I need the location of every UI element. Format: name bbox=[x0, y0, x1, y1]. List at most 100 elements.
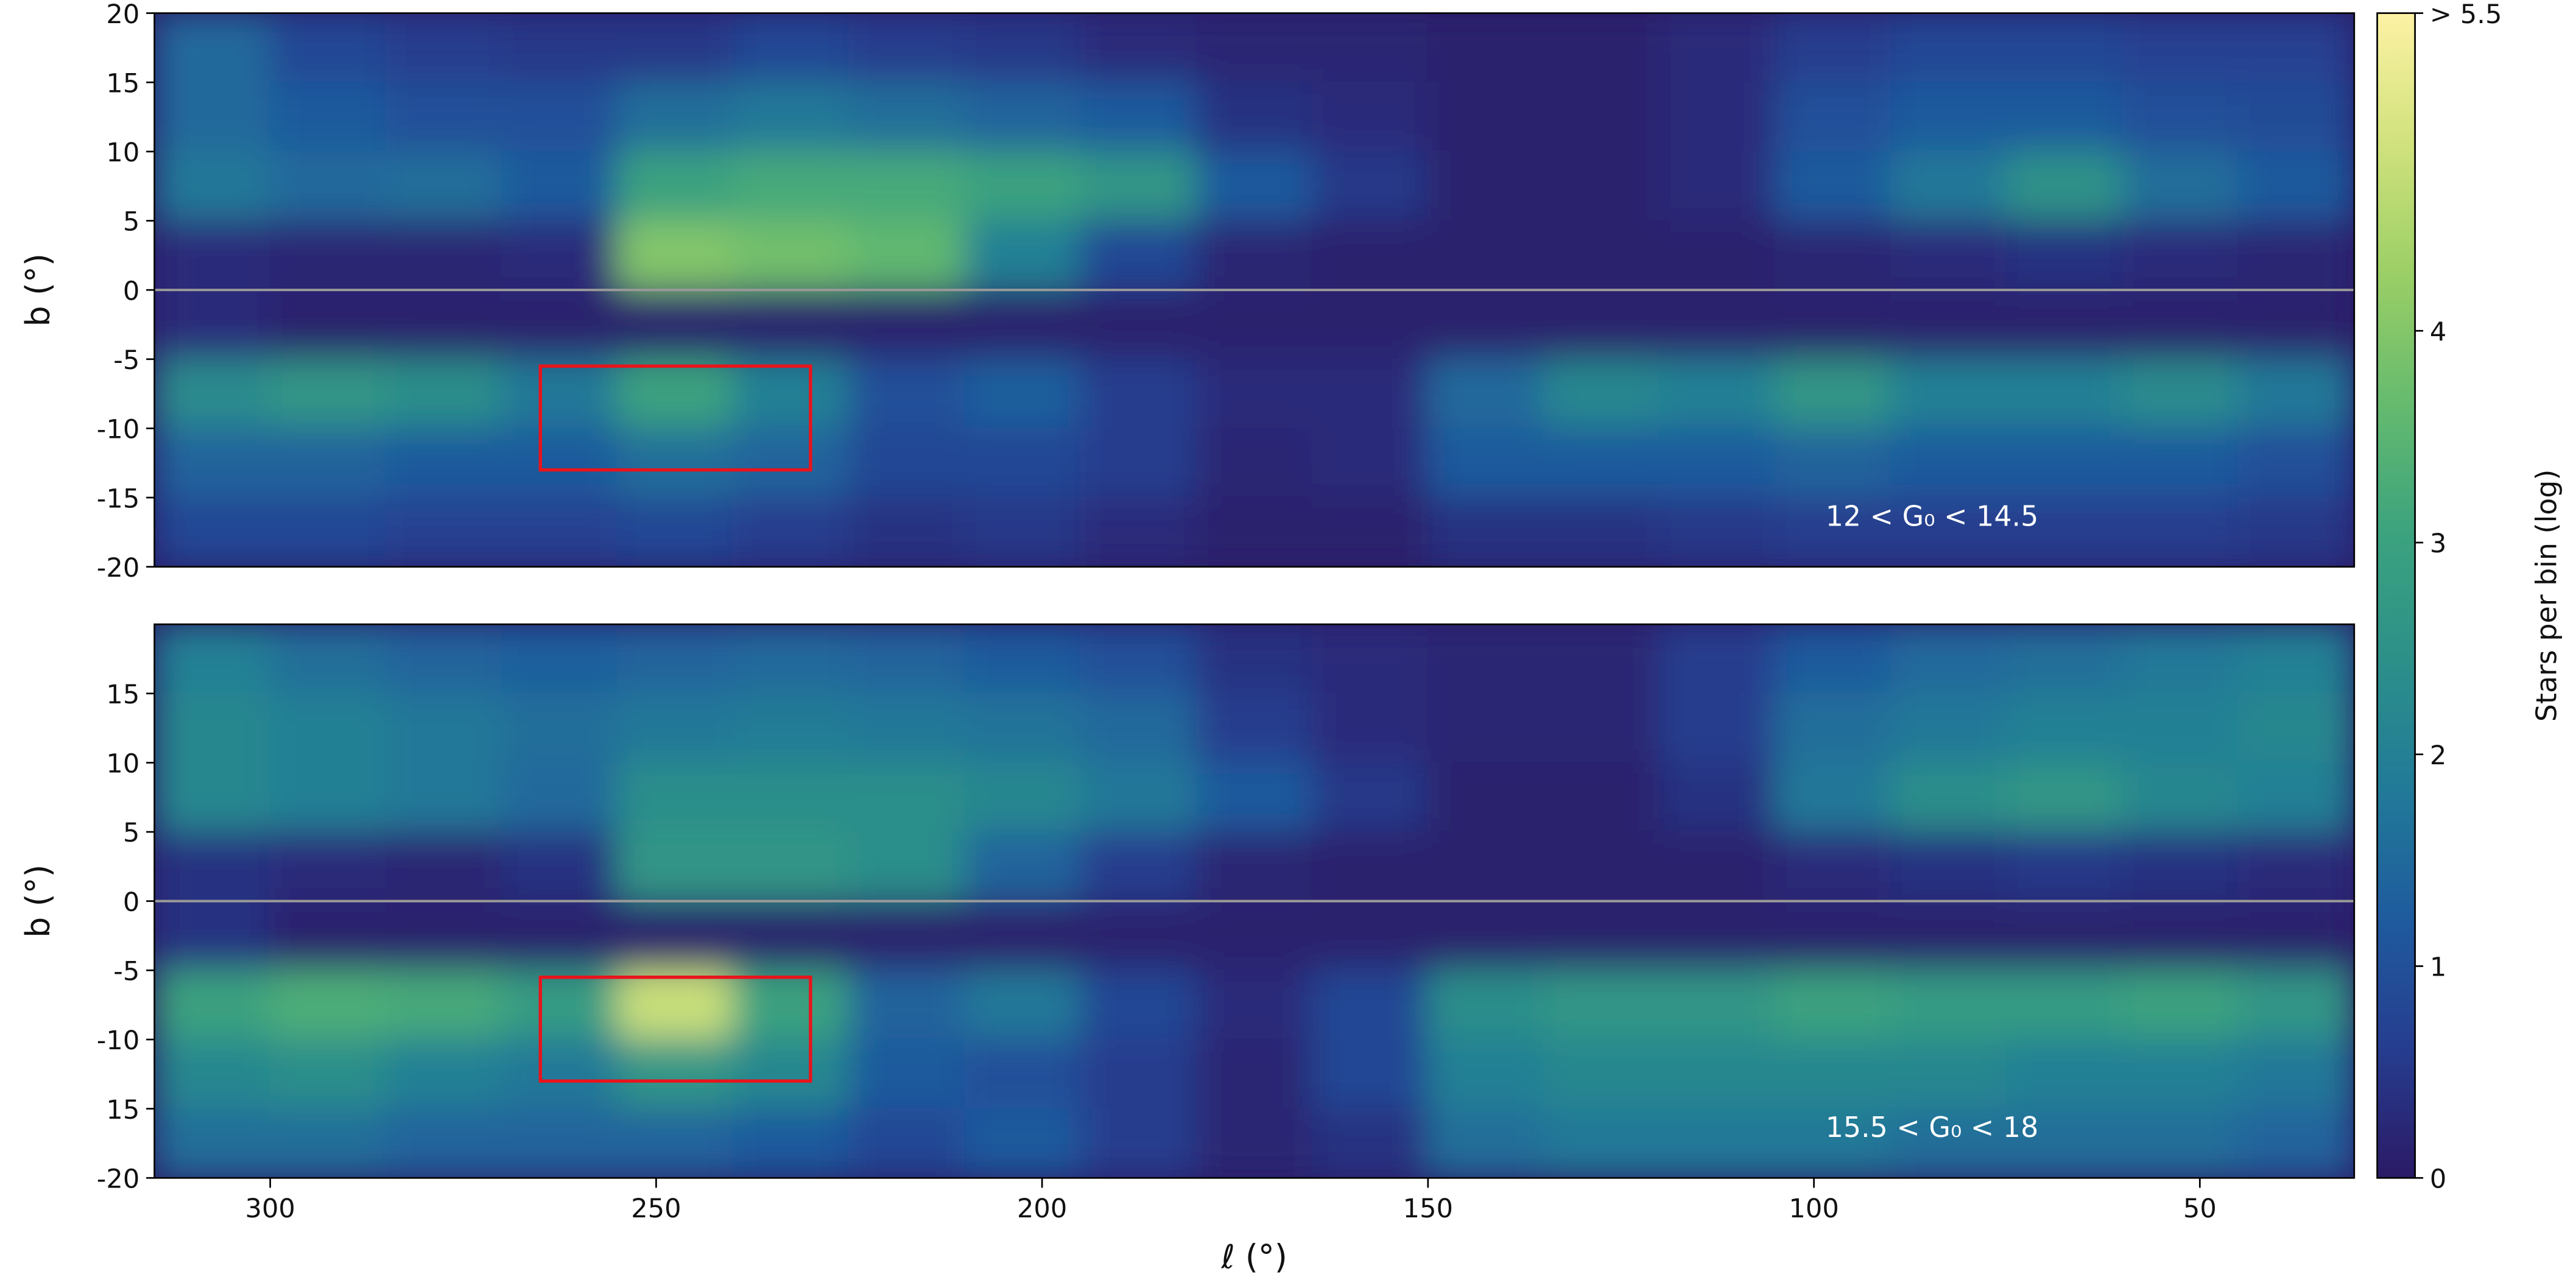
heatmap-cell bbox=[269, 969, 387, 1041]
heatmap-cell bbox=[1890, 1038, 2008, 1110]
heatmap-cell bbox=[848, 220, 966, 291]
heatmap-cell bbox=[1427, 900, 1545, 971]
heatmap-cell bbox=[1774, 1108, 1892, 1178]
heatmap-cell bbox=[154, 762, 272, 833]
heatmap-cell bbox=[269, 220, 387, 291]
heatmap-cell bbox=[1080, 692, 1197, 764]
heatmap-cell bbox=[1427, 289, 1545, 361]
heatmap-cell bbox=[1311, 150, 1429, 222]
heatmap-cell bbox=[2006, 13, 2124, 83]
y-tick-label: -5 bbox=[113, 957, 139, 987]
heatmap-cell bbox=[501, 831, 619, 903]
heatmap-cell bbox=[2237, 1108, 2354, 1178]
heatmap-cell bbox=[732, 762, 850, 833]
heatmap-cell bbox=[1080, 969, 1197, 1041]
heatmap-cell bbox=[2237, 692, 2354, 764]
heatmap-cell bbox=[1543, 692, 1661, 764]
colorbar-tick-label: > 5.5 bbox=[2430, 0, 2502, 30]
x-tick-label: 50 bbox=[2183, 1194, 2217, 1224]
y-tick-label: -20 bbox=[97, 553, 140, 583]
x-axis-label: ℓ (°) bbox=[1220, 1238, 1287, 1276]
heatmap-cell bbox=[501, 496, 619, 567]
heatmap-cell bbox=[2237, 1038, 2354, 1110]
heatmap-cell bbox=[848, 692, 966, 764]
heatmap-cell bbox=[732, 831, 850, 903]
heatmap-cell bbox=[2237, 831, 2354, 903]
heatmap-cell bbox=[1774, 624, 1892, 695]
heatmap-cell bbox=[154, 624, 272, 695]
heatmap-cell bbox=[2122, 1108, 2240, 1178]
heatmap-cell bbox=[1774, 762, 1892, 833]
heatmap-cell bbox=[154, 692, 272, 764]
highlight-box bbox=[538, 364, 812, 472]
heatmap-cell bbox=[1890, 81, 2008, 153]
heatmap-cell bbox=[964, 150, 1082, 222]
heatmap-cell bbox=[501, 1108, 619, 1178]
heatmap-cell bbox=[2237, 900, 2354, 971]
heatmap-cell bbox=[964, 289, 1082, 361]
heatmap-cell bbox=[1543, 358, 1661, 429]
heatmap-cell bbox=[1543, 762, 1661, 833]
heatmap-cell bbox=[1774, 428, 1892, 499]
heatmap-cell bbox=[154, 13, 272, 83]
heatmap-cell bbox=[269, 289, 387, 361]
heatmap-cell bbox=[2237, 13, 2354, 83]
heatmap-cell bbox=[848, 81, 966, 153]
heatmap-cell bbox=[848, 762, 966, 833]
heatmap-cell bbox=[154, 289, 272, 361]
heatmap-cell bbox=[385, 358, 503, 429]
heatmap-cell bbox=[385, 1108, 503, 1178]
heatmap-cell bbox=[1080, 900, 1197, 971]
heatmap-cell bbox=[2237, 220, 2354, 291]
heatmap-cell bbox=[1890, 969, 2008, 1041]
heatmap-cell bbox=[2237, 358, 2354, 429]
heatmap-cell bbox=[1195, 900, 1314, 971]
heatmap-cell bbox=[2006, 1108, 2124, 1178]
heatmap-cell bbox=[1311, 358, 1429, 429]
heatmap-cell bbox=[1774, 900, 1892, 971]
heatmap-cell bbox=[616, 692, 734, 764]
heatmap-cell bbox=[1774, 220, 1892, 291]
heatmap-cell bbox=[1311, 1038, 1429, 1110]
heatmap-cell bbox=[732, 150, 850, 222]
heatmap-cell bbox=[1543, 624, 1661, 695]
heatmap-cell bbox=[732, 969, 850, 1041]
heatmap-cell bbox=[501, 692, 619, 764]
y-tick-label: 15 bbox=[106, 1095, 139, 1125]
heatmap-cell bbox=[848, 1038, 966, 1110]
y-tick-label: 10 bbox=[106, 749, 139, 779]
y-axis-label: b (°) bbox=[19, 253, 57, 326]
heatmap-cell bbox=[1890, 358, 2008, 429]
heatmap-cell bbox=[1311, 831, 1429, 903]
heatmap-cell bbox=[1311, 81, 1429, 153]
heatmap-cell bbox=[1543, 220, 1661, 291]
heatmap-cell bbox=[1890, 13, 2008, 83]
heatmap-cell bbox=[964, 969, 1082, 1041]
y-tick-label: -20 bbox=[97, 1164, 140, 1194]
heatmap-cell bbox=[1311, 900, 1429, 971]
heatmap-cell bbox=[501, 220, 619, 291]
heatmap-cell bbox=[1427, 1108, 1545, 1178]
heatmap-cell bbox=[964, 762, 1082, 833]
heatmap-cell bbox=[1890, 762, 2008, 833]
x-tick-label: 250 bbox=[631, 1194, 681, 1224]
heatmap-cell bbox=[732, 358, 850, 429]
heatmap-cell bbox=[1890, 496, 2008, 567]
heatmap-cell bbox=[385, 428, 503, 499]
heatmap-cell bbox=[848, 900, 966, 971]
heatmap-cell bbox=[1427, 428, 1545, 499]
heatmap-cell bbox=[1195, 496, 1314, 567]
heatmap-cell bbox=[2237, 969, 2354, 1041]
heatmap-cell bbox=[1774, 1038, 1892, 1110]
heatmap-cell bbox=[1543, 900, 1661, 971]
heatmap-cell bbox=[1080, 1108, 1197, 1178]
heatmap-cell bbox=[1195, 624, 1314, 695]
heatmap-cell bbox=[1427, 496, 1545, 567]
heatmap-cell bbox=[616, 358, 734, 429]
heatmap-cell bbox=[848, 358, 966, 429]
heatmap-cell bbox=[2122, 624, 2240, 695]
heatmap-cell bbox=[1774, 150, 1892, 222]
heatmap-cell bbox=[1080, 220, 1197, 291]
heatmap-cell bbox=[2122, 1038, 2240, 1110]
heatmap-cell bbox=[1658, 220, 1776, 291]
